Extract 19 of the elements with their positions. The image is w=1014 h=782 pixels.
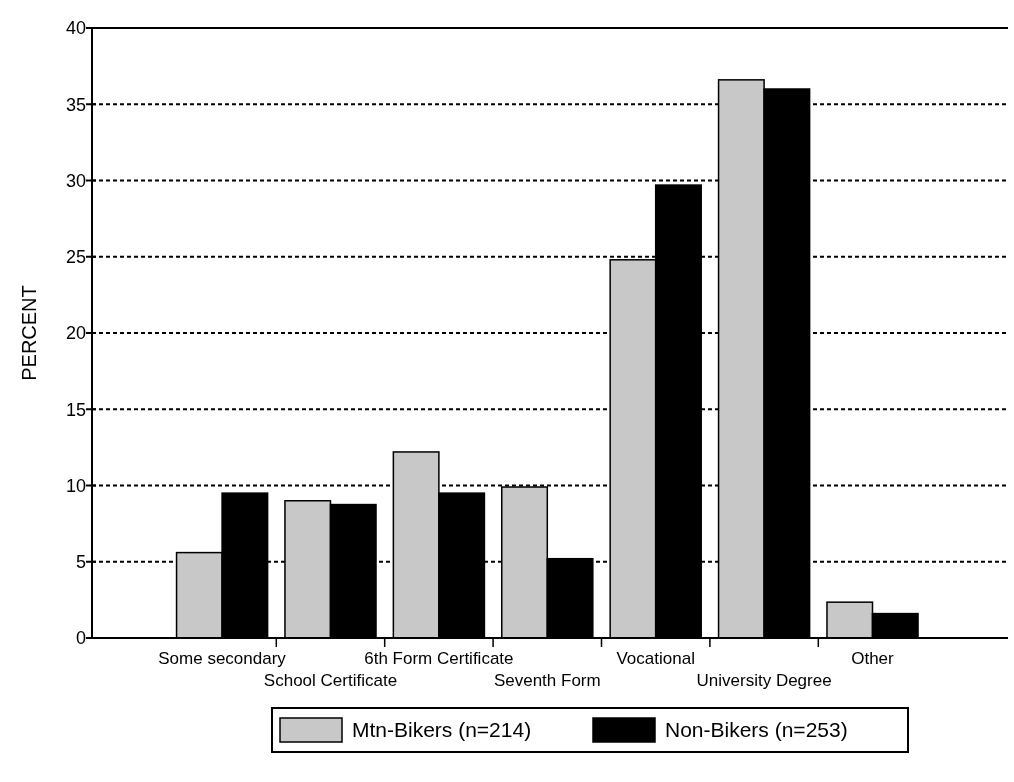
legend-label: Non-Bikers (n=253): [665, 718, 848, 742]
legend-label: Mtn-Bikers (n=214): [352, 718, 532, 742]
y-tick-label: 10: [65, 475, 86, 496]
y-tick-label: 30: [65, 170, 86, 191]
y-tick-label: 5: [75, 552, 86, 573]
y-tick-label: 40: [65, 18, 86, 39]
x-tick-label: 6th Form Certificate: [364, 649, 514, 668]
x-tick-label: Seventh Form: [493, 671, 601, 690]
x-tick-label: Some secondary: [158, 649, 287, 668]
y-axis-title: PERCENT: [18, 285, 40, 381]
y-tick-label: 15: [65, 399, 86, 420]
y-tick-label: 0: [75, 628, 86, 649]
x-tick-label: School Certificate: [263, 671, 398, 690]
x-tick-label: University Degree: [696, 671, 832, 690]
x-tick-label: Vocational: [616, 649, 695, 668]
y-tick-label: 20: [65, 323, 86, 344]
x-tick-label: Other: [851, 649, 895, 668]
y-tick-label: 35: [65, 94, 86, 115]
y-tick-label: 25: [65, 247, 86, 268]
